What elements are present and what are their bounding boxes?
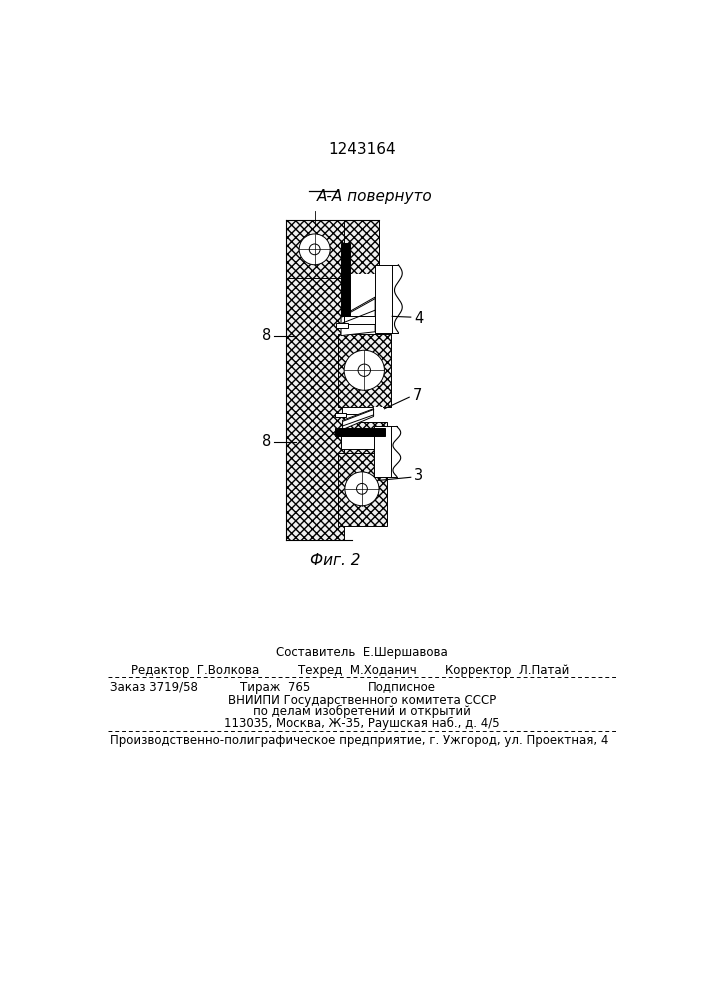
Bar [344,220,379,274]
Text: Техред  М.Ходанич: Техред М.Ходанич [298,664,416,677]
Text: А-А повернуто: А-А повернуто [317,189,433,204]
Circle shape [344,350,385,390]
Text: Подписное: Подписное [368,681,436,694]
Text: Корректор  Л.Патай: Корректор Л.Патай [445,664,569,677]
Polygon shape [343,409,373,430]
Text: Заказ 3719/58: Заказ 3719/58 [110,681,198,694]
Bar [338,334,391,407]
Bar [375,265,392,333]
Circle shape [345,472,379,506]
Bar [335,413,346,417]
Bar [337,323,348,328]
Bar [344,316,375,324]
Text: Тираж  765: Тираж 765 [240,681,310,694]
Text: Составитель  Е.Шершавова: Составитель Е.Шершавова [276,646,448,659]
Bar [286,220,344,540]
Text: Производственно-полиграфическое предприятие, г. Ужгород, ул. Проектная, 4: Производственно-полиграфическое предприя… [110,734,609,747]
Bar [335,428,385,436]
Text: по делам изобретений и открытий: по делам изобретений и открытий [253,705,471,718]
Circle shape [309,244,320,255]
Text: ВНИИПИ Государственного комитета СССР: ВНИИПИ Государственного комитета СССР [228,694,496,707]
Text: 4: 4 [414,311,423,326]
Bar [344,274,379,282]
Text: Фиг. 2: Фиг. 2 [310,553,360,568]
Circle shape [356,483,368,494]
Text: 7: 7 [412,388,421,403]
Bar [341,243,349,316]
Polygon shape [341,297,375,336]
Bar [344,422,387,453]
Text: 113035, Москва, Ж-35, Раушская наб., д. 4/5: 113035, Москва, Ж-35, Раушская наб., д. … [224,717,500,730]
Bar [341,436,380,449]
Bar [338,453,387,526]
Text: 1243164: 1243164 [328,142,396,157]
Circle shape [358,364,370,376]
Text: Редактор  Г.Волкова: Редактор Г.Волкова [131,664,259,677]
Bar [341,407,373,414]
Bar [286,220,379,278]
Circle shape [299,234,330,265]
Text: 8: 8 [262,328,271,343]
Text: 8: 8 [262,434,271,449]
Bar [344,407,383,416]
Text: 3: 3 [414,468,423,483]
Bar [373,426,391,477]
